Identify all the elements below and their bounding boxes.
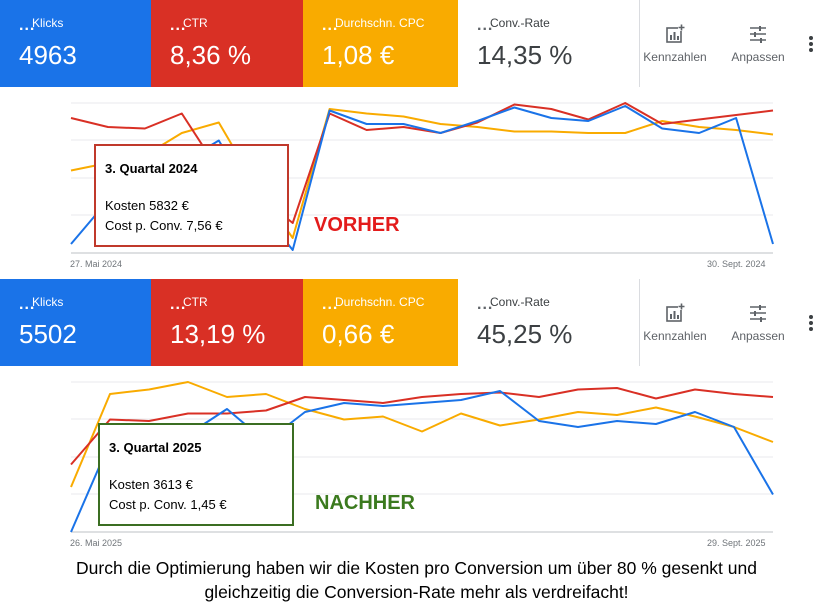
summary-footer: Durch die Optimierung haben wir die Kost… (0, 554, 833, 616)
stamp-label: VORHER (314, 214, 400, 236)
line-chart-before (70, 102, 774, 254)
kpi-menu-dots: ... (322, 17, 339, 34)
kpi-label: Conv.-Rate (490, 16, 550, 30)
kpi-menu-dots: ... (477, 296, 494, 313)
kpi-label: Conv.-Rate (490, 295, 550, 309)
callout-cost: Kosten 3613 € (109, 477, 193, 492)
callout-cost: Kosten 5832 € (105, 198, 189, 213)
chart-add-icon (666, 24, 685, 43)
adjust-label: Anpassen (731, 329, 785, 343)
kpi-label: Klicks (32, 16, 64, 30)
kpi-value: 1,08 € (322, 40, 395, 70)
adjust-button[interactable]: Anpassen (723, 24, 793, 64)
metrics-label: Kennzahlen (643, 50, 707, 64)
ctr-series-line (70, 102, 774, 224)
kpi-card-ctr[interactable]: ... CTR 8,36 % (151, 0, 303, 87)
kpi-card-conv-rate[interactable]: ... Conv.-Rate 14,35 % (458, 0, 639, 87)
date-start: 27. Mai 2024 (70, 259, 123, 269)
kpi-label: CTR (183, 295, 208, 309)
stamp-label: NACHHER (315, 492, 415, 514)
callout-cost-per-conv: Cost p. Conv. 1,45 € (109, 497, 227, 512)
before-panel: ... Klicks 4963 ... CTR 8,36 % ... Durch… (0, 0, 833, 278)
kpi-row-after: ... Klicks 5502 ... CTR 13,19 % ... Durc… (0, 279, 833, 366)
kpi-value: 5502 (19, 319, 77, 349)
kpi-card-conv-rate[interactable]: ... Conv.-Rate 45,25 % (458, 279, 639, 366)
kpi-value: 14,35 % (477, 40, 573, 70)
tune-icon (750, 305, 766, 322)
chart-after: 26. Mai 2025 29. Sept. 2025 3. Quartal 2… (0, 367, 833, 557)
line-chart-after (70, 381, 774, 533)
metrics-button[interactable]: Kennzahlen (640, 24, 710, 64)
adjust-button[interactable]: Anpassen (723, 303, 793, 343)
callout-quarter: 3. Quartal 2025 (109, 440, 202, 455)
cpc-series-line (70, 381, 774, 488)
kpi-card-clicks[interactable]: ... Klicks 5502 (0, 279, 151, 366)
metrics-button[interactable]: Kennzahlen (640, 303, 710, 343)
quarter-callout: 3. Quartal 2025 Kosten 3613 € Cost p. Co… (98, 423, 294, 526)
kpi-label: CTR (183, 16, 208, 30)
tune-icon (750, 26, 766, 43)
kpi-menu-dots: ... (19, 17, 36, 34)
more-vert-icon[interactable] (808, 315, 814, 331)
chart-add-icon (666, 303, 685, 322)
kpi-menu-dots: ... (322, 296, 339, 313)
summary-line-1: Durch die Optimierung haben wir die Kost… (76, 558, 757, 578)
kpi-label: Durchschn. CPC (335, 295, 425, 309)
callout-quarter: 3. Quartal 2024 (105, 161, 198, 176)
kpi-label: Durchschn. CPC (335, 16, 425, 30)
summary-line-2: gleichzeitig die Conversion-Rate mehr al… (204, 582, 629, 602)
cpc-series-line (70, 108, 774, 239)
kpi-card-clicks[interactable]: ... Klicks 4963 (0, 0, 151, 87)
toolbar: Kennzahlen Anpassen (639, 279, 833, 366)
more-vert-icon[interactable] (808, 36, 814, 52)
ctr-series-line (70, 387, 774, 466)
callout-cost-per-conv: Cost p. Conv. 7,56 € (105, 218, 223, 233)
kpi-row-before: ... Klicks 4963 ... CTR 8,36 % ... Durch… (0, 0, 833, 87)
kpi-value: 4963 (19, 40, 77, 70)
kpi-value: 13,19 % (170, 319, 266, 349)
kpi-menu-dots: ... (19, 296, 36, 313)
chart-before: 27. Mai 2024 30. Sept. 2024 3. Quartal 2… (0, 88, 833, 278)
kpi-card-ctr[interactable]: ... CTR 13,19 % (151, 279, 303, 366)
kpi-card-cpc[interactable]: ... Durchschn. CPC 1,08 € (303, 0, 458, 87)
toolbar: Kennzahlen Anpassen (639, 0, 833, 87)
kpi-value: 45,25 % (477, 319, 573, 349)
metrics-label: Kennzahlen (643, 329, 707, 343)
date-end: 30. Sept. 2024 (707, 259, 766, 269)
quarter-callout: 3. Quartal 2024 Kosten 5832 € Cost p. Co… (94, 144, 289, 247)
kpi-menu-dots: ... (477, 17, 494, 34)
adjust-label: Anpassen (731, 50, 785, 64)
date-start: 26. Mai 2025 (70, 538, 123, 548)
kpi-menu-dots: ... (170, 17, 187, 34)
kpi-menu-dots: ... (170, 296, 187, 313)
kpi-card-cpc[interactable]: ... Durchschn. CPC 0,66 € (303, 279, 458, 366)
kpi-value: 0,66 € (322, 319, 395, 349)
date-end: 29. Sept. 2025 (707, 538, 766, 548)
kpi-value: 8,36 % (170, 40, 251, 70)
after-panel: ... Klicks 5502 ... CTR 13,19 % ... Durc… (0, 279, 833, 554)
kpi-label: Klicks (32, 295, 64, 309)
